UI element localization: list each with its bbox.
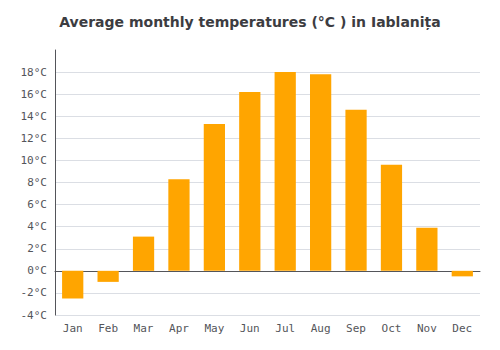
svg-text:Aug: Aug — [311, 322, 331, 335]
svg-text:Nov: Nov — [417, 322, 437, 335]
svg-text:Mar: Mar — [134, 322, 154, 335]
svg-text:Oct: Oct — [382, 322, 402, 335]
svg-text:2°C: 2°C — [27, 242, 47, 255]
svg-text:14°C: 14°C — [21, 110, 48, 123]
svg-text:May: May — [204, 322, 224, 335]
svg-text:-2°C: -2°C — [21, 286, 48, 299]
svg-text:-4°C: -4°C — [21, 309, 48, 322]
svg-text:Feb: Feb — [98, 322, 118, 335]
svg-text:Dec: Dec — [452, 322, 472, 335]
svg-text:Jun: Jun — [240, 322, 260, 335]
svg-text:8°C: 8°C — [27, 176, 47, 189]
svg-text:Jan: Jan — [63, 322, 83, 335]
svg-text:Sep: Sep — [346, 322, 366, 335]
svg-text:10°C: 10°C — [21, 154, 48, 167]
svg-text:6°C: 6°C — [27, 198, 47, 211]
svg-text:4°C: 4°C — [27, 220, 47, 233]
svg-text:Average monthly temperatures (: Average monthly temperatures (°C ) in Ia… — [59, 14, 441, 31]
svg-text:Jul: Jul — [275, 322, 295, 335]
svg-text:18°C: 18°C — [21, 66, 48, 79]
svg-text:0°C: 0°C — [27, 264, 47, 277]
svg-text:Apr: Apr — [169, 322, 189, 335]
svg-text:12°C: 12°C — [21, 132, 48, 145]
svg-text:16°C: 16°C — [21, 88, 48, 101]
